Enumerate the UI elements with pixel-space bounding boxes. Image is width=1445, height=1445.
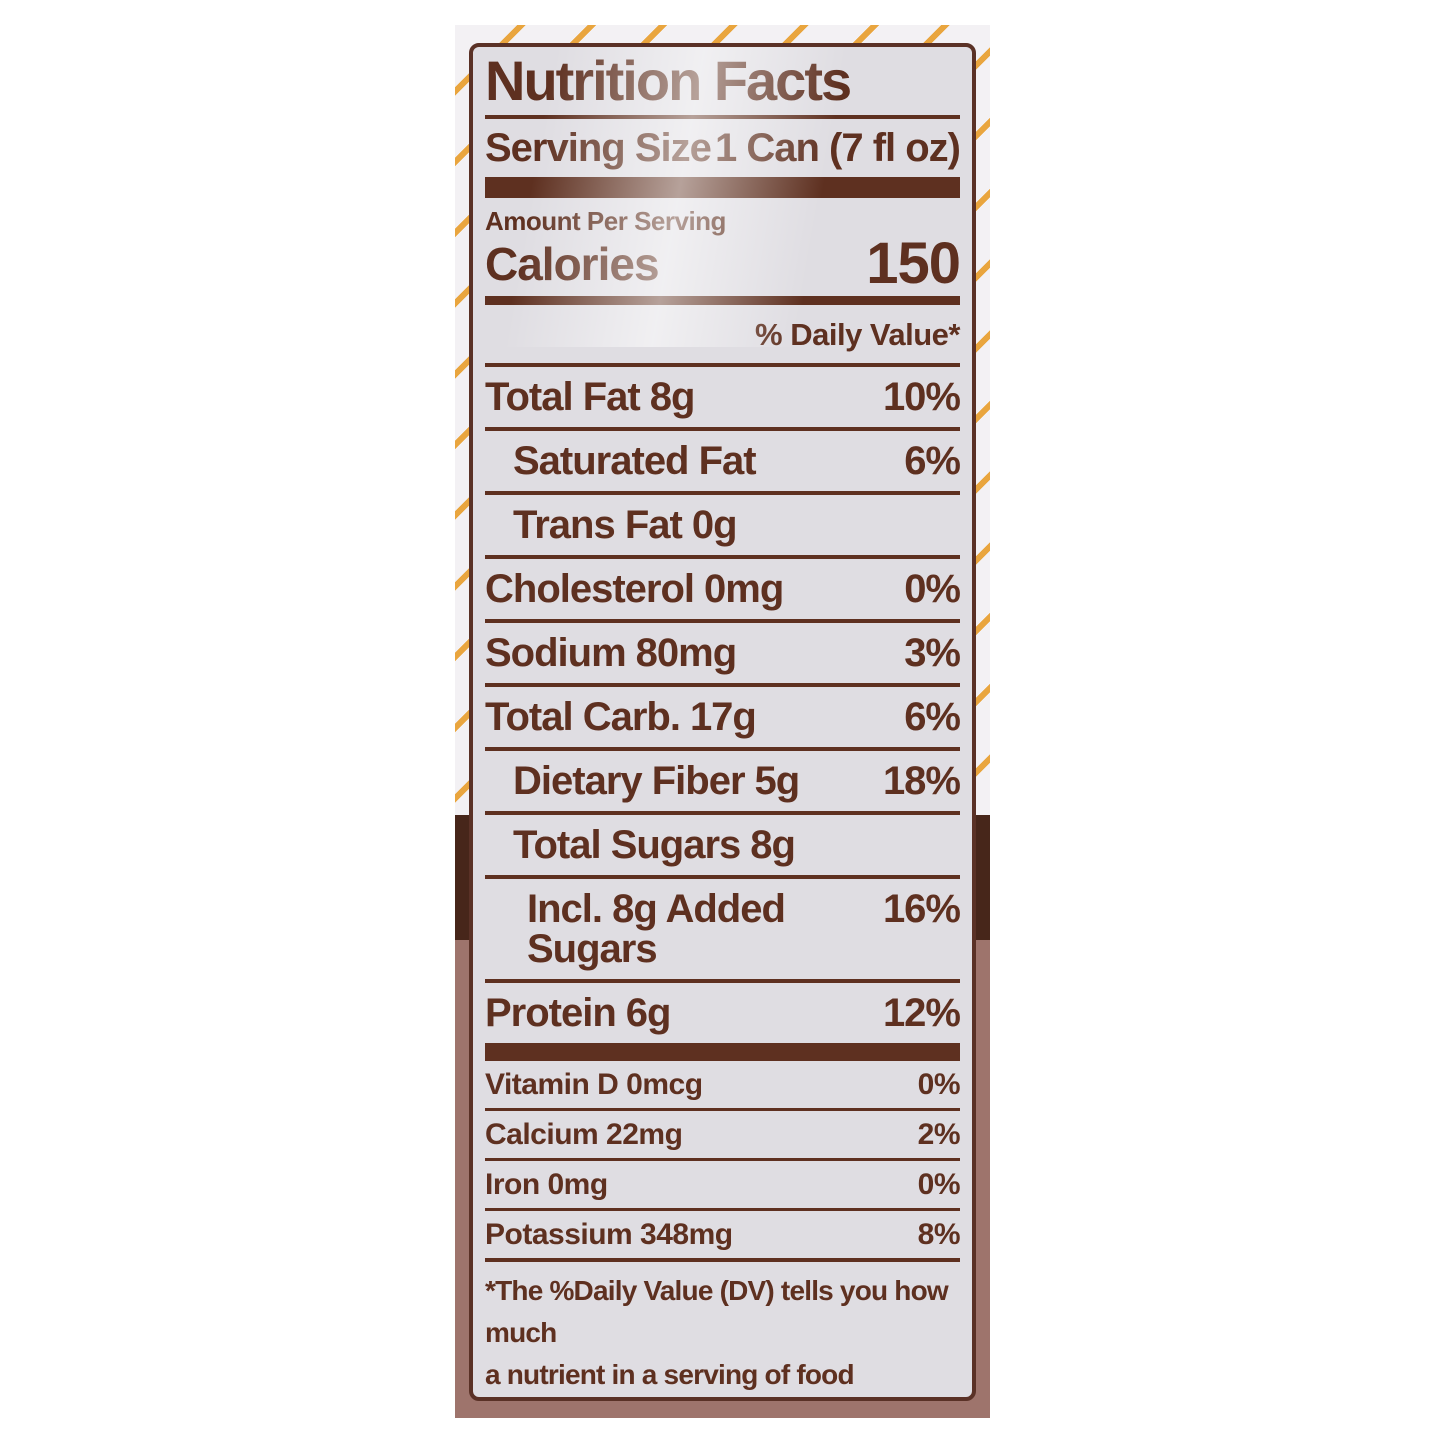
nutrient-percent-dv: 6%: [904, 439, 961, 483]
serving-size-label: Serving Size: [485, 126, 712, 170]
nutrient-percent-dv: 16%: [882, 887, 961, 931]
calories-value: 150: [866, 231, 961, 296]
nutrition-facts-panel: Nutrition Facts Serving Size 1 Can (7 fl…: [469, 43, 976, 1401]
nutrient-amount: 80mg: [635, 631, 737, 675]
nutrient-row: Dietary Fiber 5g 18%: [485, 747, 961, 811]
micronutrient-name-amount: Vitamin D 0mcg: [485, 1068, 703, 1101]
nutrient-row: Total Sugars 8g: [485, 811, 960, 875]
divider-line: [485, 115, 960, 119]
nutrition-facts-title: Nutrition Facts: [485, 49, 852, 112]
nutrient-amount: 0mg: [704, 567, 784, 611]
nutrient-name: Dietary Fiber: [513, 759, 746, 803]
calories-row: Calories 150: [485, 231, 961, 296]
nutrient-percent-dv: 12%: [882, 991, 961, 1035]
nutrient-name-amount: Dietary Fiber 5g: [513, 759, 801, 803]
serving-size-value: 1 Can (7 fl oz): [714, 126, 961, 170]
micronutrient-percent-dv: 2%: [917, 1118, 961, 1151]
nutrient-name: Total Sugars: [513, 823, 741, 867]
calories-label: Calories: [485, 238, 660, 290]
nutrient-amount: 6g: [625, 991, 672, 1035]
daily-value-header: % Daily Value*: [755, 317, 960, 352]
nutrient-name: Protein: [485, 991, 617, 1035]
divider-line: [485, 296, 960, 305]
nutrient-name-amount: Trans Fat 0g: [513, 503, 738, 547]
nutrient-amount: 8g: [750, 823, 796, 867]
micronutrient-row: Potassium 348mg 8%: [485, 1211, 961, 1262]
nutrient-row: Sodium 80mg 3%: [485, 619, 961, 683]
micronutrient-percent-dv: 0%: [917, 1168, 961, 1201]
serving-size-row: Serving Size 1 Can (7 fl oz): [485, 125, 961, 171]
nutrient-percent-dv: 6%: [904, 695, 961, 739]
thick-divider-bar: [485, 177, 960, 198]
nutrient-amount: 17g: [689, 695, 757, 739]
nutrient-name: Total Fat: [485, 375, 641, 419]
nutrient-name: Total Carb.: [485, 695, 681, 739]
nutrient-name: Trans Fat: [513, 503, 683, 547]
nutrient-row: Total Carb. 17g 6%: [485, 683, 961, 747]
nutrient-percent-dv: 0%: [904, 567, 961, 611]
nutrient-amount: 0g: [691, 503, 738, 547]
nutrient-name-amount: Saturated Fat: [513, 439, 757, 483]
micronutrient-row: Iron 0mg 0%: [485, 1161, 961, 1211]
micronutrient-percent-dv: 8%: [917, 1218, 961, 1251]
nutrient-name: Sodium: [485, 631, 627, 675]
nutrient-name: Saturated Fat: [513, 439, 757, 483]
nutrient-name-amount: Total Carb. 17g: [485, 695, 757, 739]
nutrient-percent-dv: 10%: [882, 375, 961, 419]
nutrient-amount: 5g: [754, 759, 801, 803]
micronutrient-row: Vitamin D 0mcg 0%: [485, 1061, 961, 1111]
nutrient-name-amount: Protein 6g: [485, 991, 672, 1035]
nutrient-amount: 8g: [649, 375, 696, 419]
micronutrient-table: Vitamin D 0mcg 0% Calcium 22mg 2% Iron 0mg 0%…: [485, 1061, 961, 1262]
nutrient-row: Incl. 8g Added Sugars 16%: [485, 875, 961, 979]
nutrient-row: Cholesterol 0mg 0%: [485, 555, 961, 619]
micronutrient-name-amount: Iron 0mg: [485, 1168, 608, 1201]
can-label-photo: Nutrition Facts Serving Size 1 Can (7 fl…: [455, 25, 990, 1418]
nutrient-table: Total Fat 8g 10% Saturated Fat 6% Trans Fat 0g…: [485, 363, 961, 1043]
nutrient-row: Protein 6g 12%: [485, 979, 961, 1043]
nutrient-row: Trans Fat 0g: [485, 491, 960, 555]
daily-value-footnote: *The %Daily Value (DV) tells you how muc…: [485, 1275, 949, 1390]
nutrient-name-amount: Total Fat 8g: [485, 375, 696, 419]
nutrient-name-amount: Cholesterol 0mg: [485, 567, 784, 611]
nutrient-name: Cholesterol: [485, 567, 695, 611]
micronutrient-percent-dv: 0%: [917, 1068, 961, 1101]
nutrient-row: Total Fat 8g 10%: [485, 363, 961, 427]
nutrient-name-amount: Total Sugars 8g: [513, 823, 796, 867]
nutrient-name: Incl. 8g Added Sugars: [527, 887, 786, 971]
nutrient-percent-dv: 3%: [904, 631, 961, 675]
micronutrient-row: Calcium 22mg 2%: [485, 1111, 961, 1161]
nutrient-row: Saturated Fat 6%: [485, 427, 961, 491]
micronutrient-name-amount: Potassium 348mg: [485, 1218, 733, 1251]
nutrient-name-amount: Incl. 8g Added Sugars: [527, 889, 883, 969]
micronutrient-name-amount: Calcium 22mg: [485, 1118, 683, 1151]
thick-divider-bar: [485, 1043, 960, 1061]
nutrient-name-amount: Sodium 80mg: [485, 631, 737, 675]
nutrient-percent-dv: 18%: [882, 759, 961, 803]
